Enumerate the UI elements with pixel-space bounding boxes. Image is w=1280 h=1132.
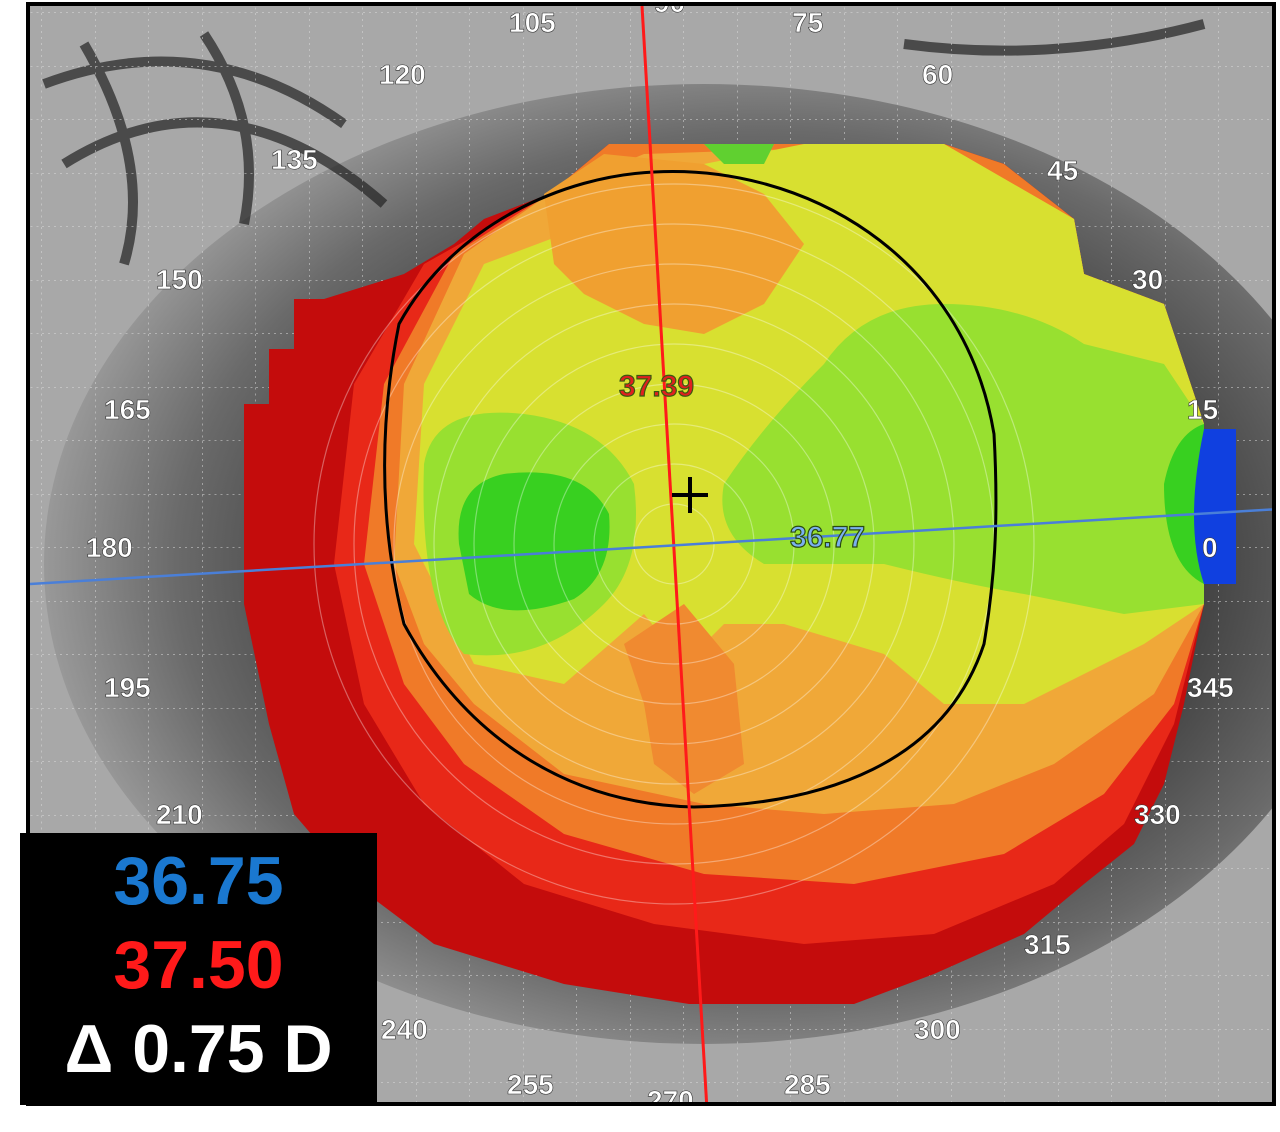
angle-label-90: 90 [654, 6, 685, 18]
angle-label-60: 60 [922, 59, 953, 90]
rings [313, 183, 1035, 905]
angle-label-105: 105 [509, 7, 556, 38]
angle-label-45: 45 [1047, 155, 1078, 186]
zone-green-top [704, 144, 774, 164]
angle-label-330: 330 [1134, 799, 1181, 830]
angle-label-315: 315 [1024, 929, 1071, 960]
zone-orange-top [544, 154, 804, 334]
zone-green [458, 424, 1205, 611]
angle-label-195: 195 [104, 672, 151, 703]
angle-label-120: 120 [379, 59, 426, 90]
steep-meridian-line [640, 6, 709, 1102]
pupil-contour [383, 170, 998, 809]
flat-k-label: 36.77 [790, 521, 865, 554]
zone-light-green [423, 304, 1204, 656]
angle-label-255: 255 [507, 1069, 554, 1100]
k-values-legend: 36.75 37.50 Δ 0.75 D [20, 833, 377, 1105]
zone-blue [1194, 429, 1236, 584]
angle-label-0: 0 [1202, 532, 1218, 563]
angle-label-270: 270 [647, 1085, 694, 1106]
angle-label-180: 180 [86, 532, 133, 563]
angle-label-345: 345 [1187, 672, 1234, 703]
angle-label-165: 165 [104, 394, 151, 425]
astigmatism-delta: Δ 0.75 D [64, 1011, 333, 1087]
flat-k-value: 36.75 [113, 843, 284, 919]
steep-k-label: 37.39 [619, 370, 694, 403]
angle-label-135: 135 [271, 144, 318, 175]
angle-label-240: 240 [381, 1014, 428, 1045]
flat-meridian-line [30, 508, 1272, 586]
angle-label-285: 285 [784, 1069, 831, 1100]
angle-label-150: 150 [156, 264, 203, 295]
center-crosshair-icon [672, 477, 708, 513]
steep-k-value: 37.50 [113, 927, 284, 1003]
angle-label-15: 15 [1187, 394, 1218, 425]
angle-label-210: 210 [156, 799, 203, 830]
angle-label-75: 75 [792, 7, 823, 38]
angle-labels: 105 90 75 120 60 135 45 150 30 165 15 18… [86, 6, 1234, 1106]
angle-label-30: 30 [1132, 264, 1163, 295]
angle-label-300: 300 [914, 1014, 961, 1045]
